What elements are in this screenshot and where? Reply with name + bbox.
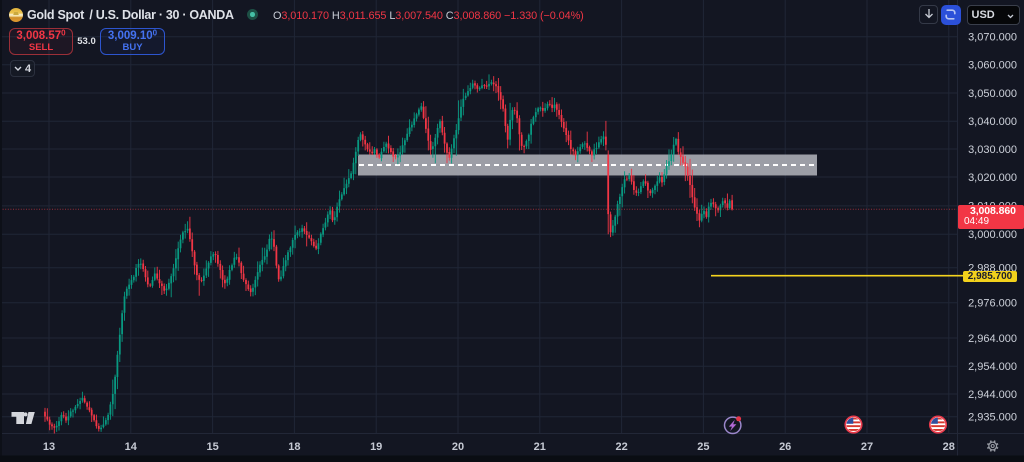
svg-text:22: 22 (615, 441, 627, 453)
svg-text:3,030.000: 3,030.000 (968, 144, 1017, 156)
svg-text:2,944.000: 2,944.000 (968, 389, 1017, 401)
svg-text:27: 27 (861, 441, 873, 453)
svg-text:19: 19 (370, 441, 382, 453)
svg-text:13: 13 (43, 441, 55, 453)
svg-text:25: 25 (697, 441, 709, 453)
svg-text:20: 20 (452, 441, 464, 453)
svg-text:18: 18 (288, 441, 300, 453)
svg-text:28: 28 (943, 441, 955, 453)
svg-text:3,060.000: 3,060.000 (968, 60, 1017, 72)
svg-text:2,935.000: 2,935.000 (968, 412, 1017, 424)
svg-text:3,020.000: 3,020.000 (968, 172, 1017, 184)
svg-text:2,976.000: 2,976.000 (968, 298, 1017, 310)
svg-text:2,964.000: 2,964.000 (968, 333, 1017, 345)
svg-text:26: 26 (779, 441, 791, 453)
svg-text:14: 14 (125, 441, 138, 453)
svg-text:21: 21 (534, 441, 546, 453)
svg-text:15: 15 (206, 441, 218, 453)
svg-text:2,954.000: 2,954.000 (968, 361, 1017, 373)
svg-text:3,050.000: 3,050.000 (968, 88, 1017, 100)
svg-text:3,040.000: 3,040.000 (968, 116, 1017, 128)
svg-text:3,070.000: 3,070.000 (968, 32, 1017, 44)
svg-text:3,000.000: 3,000.000 (968, 229, 1017, 241)
